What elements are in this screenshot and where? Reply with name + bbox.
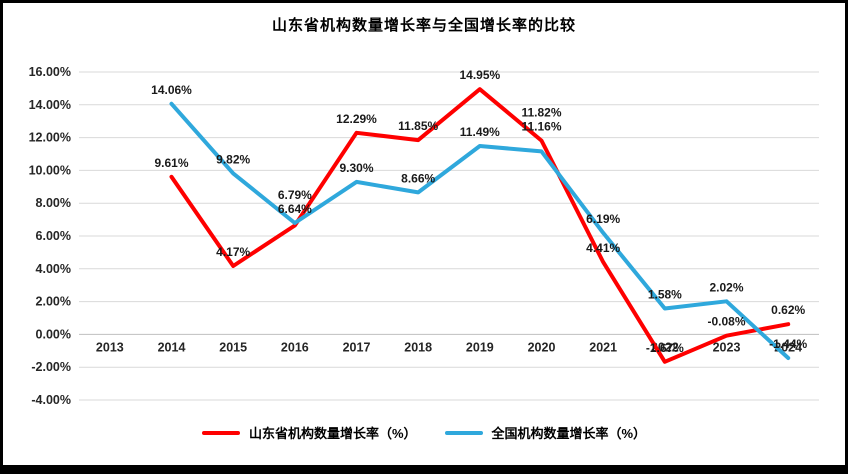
data-label: 11.16% <box>521 120 561 134</box>
data-label: 4.17% <box>216 245 250 259</box>
y-axis-tick-label: 12.00% <box>29 131 71 145</box>
data-label: 6.79% <box>278 188 312 202</box>
data-label: 0.62% <box>771 303 805 317</box>
x-axis-tick-label: 2014 <box>158 340 186 354</box>
data-label: 9.82% <box>216 152 250 166</box>
x-axis-tick-label: 2018 <box>404 340 432 354</box>
data-label: 9.30% <box>339 161 373 175</box>
x-axis-tick-label: 2021 <box>589 340 617 354</box>
series-line-1 <box>169 101 791 360</box>
data-label: 11.85% <box>398 119 438 133</box>
data-label: 14.06% <box>151 83 192 97</box>
line-chart-canvas: 16.00% 14.00% 12.00% 10.00% 8.00% 6.00% 4.00% 2… <box>29 65 819 407</box>
data-label: 4.41% <box>586 241 620 255</box>
x-axis-tick-label: 2015 <box>219 340 247 354</box>
legend-item-national: 全国机构数量增长率（%） <box>444 423 647 442</box>
x-axis-tick-label: 2019 <box>466 340 494 354</box>
x-axis-tick-label: 2020 <box>528 340 556 354</box>
y-axis-tick-label: 4.00% <box>36 262 71 276</box>
data-label: -0.08% <box>707 315 745 329</box>
y-axis-tick-label: 8.00% <box>36 196 71 210</box>
data-label: 11.82% <box>521 106 561 120</box>
legend-label-national: 全国机构数量增长率（%） <box>491 426 647 441</box>
y-axis-tick-label: 6.00% <box>36 229 71 243</box>
data-label: 8.66% <box>401 171 435 185</box>
x-axis-tick-label: 2016 <box>281 340 309 354</box>
data-label: 9.61% <box>154 156 188 170</box>
data-label: -1.67% <box>646 341 684 355</box>
legend-label-shandong: 山东省机构数量增长率（%） <box>248 426 417 441</box>
data-label: -1.44% <box>769 337 807 351</box>
y-axis-tick-label: -4.00% <box>31 393 71 407</box>
legend-marker-national-icon <box>444 430 483 435</box>
data-label: 6.64% <box>278 202 312 216</box>
y-axis-tick-label: 16.00% <box>29 65 71 79</box>
series-line-0 <box>169 87 791 364</box>
legend-item-shandong: 山东省机构数量增长率（%） <box>201 423 417 442</box>
data-label: 11.49% <box>460 125 500 139</box>
legend-marker-shandong-icon <box>201 430 240 435</box>
data-label: 6.19% <box>586 212 620 226</box>
y-axis-tick-label: 0.00% <box>36 327 71 341</box>
x-axis-tick-label: 2017 <box>343 340 371 354</box>
chart-title: 山东省机构数量增长率与全国增长率的比较 <box>271 17 576 34</box>
y-axis-tick-label: 10.00% <box>29 163 71 177</box>
x-axis-tick-label: 2023 <box>713 340 741 354</box>
y-axis-tick-label: 14.00% <box>29 98 71 112</box>
data-label: 14.95% <box>459 68 500 82</box>
y-axis-tick-label: -2.00% <box>31 360 71 374</box>
data-label: 2.02% <box>709 280 743 294</box>
data-label: 1.58% <box>648 287 682 301</box>
x-axis-tick-label: 2013 <box>96 340 124 354</box>
legend: 山东省机构数量增长率（%） 全国机构数量增长率（%） <box>3 423 845 442</box>
y-axis-tick-label: 2.00% <box>36 295 71 309</box>
data-label: 12.29% <box>336 112 377 126</box>
